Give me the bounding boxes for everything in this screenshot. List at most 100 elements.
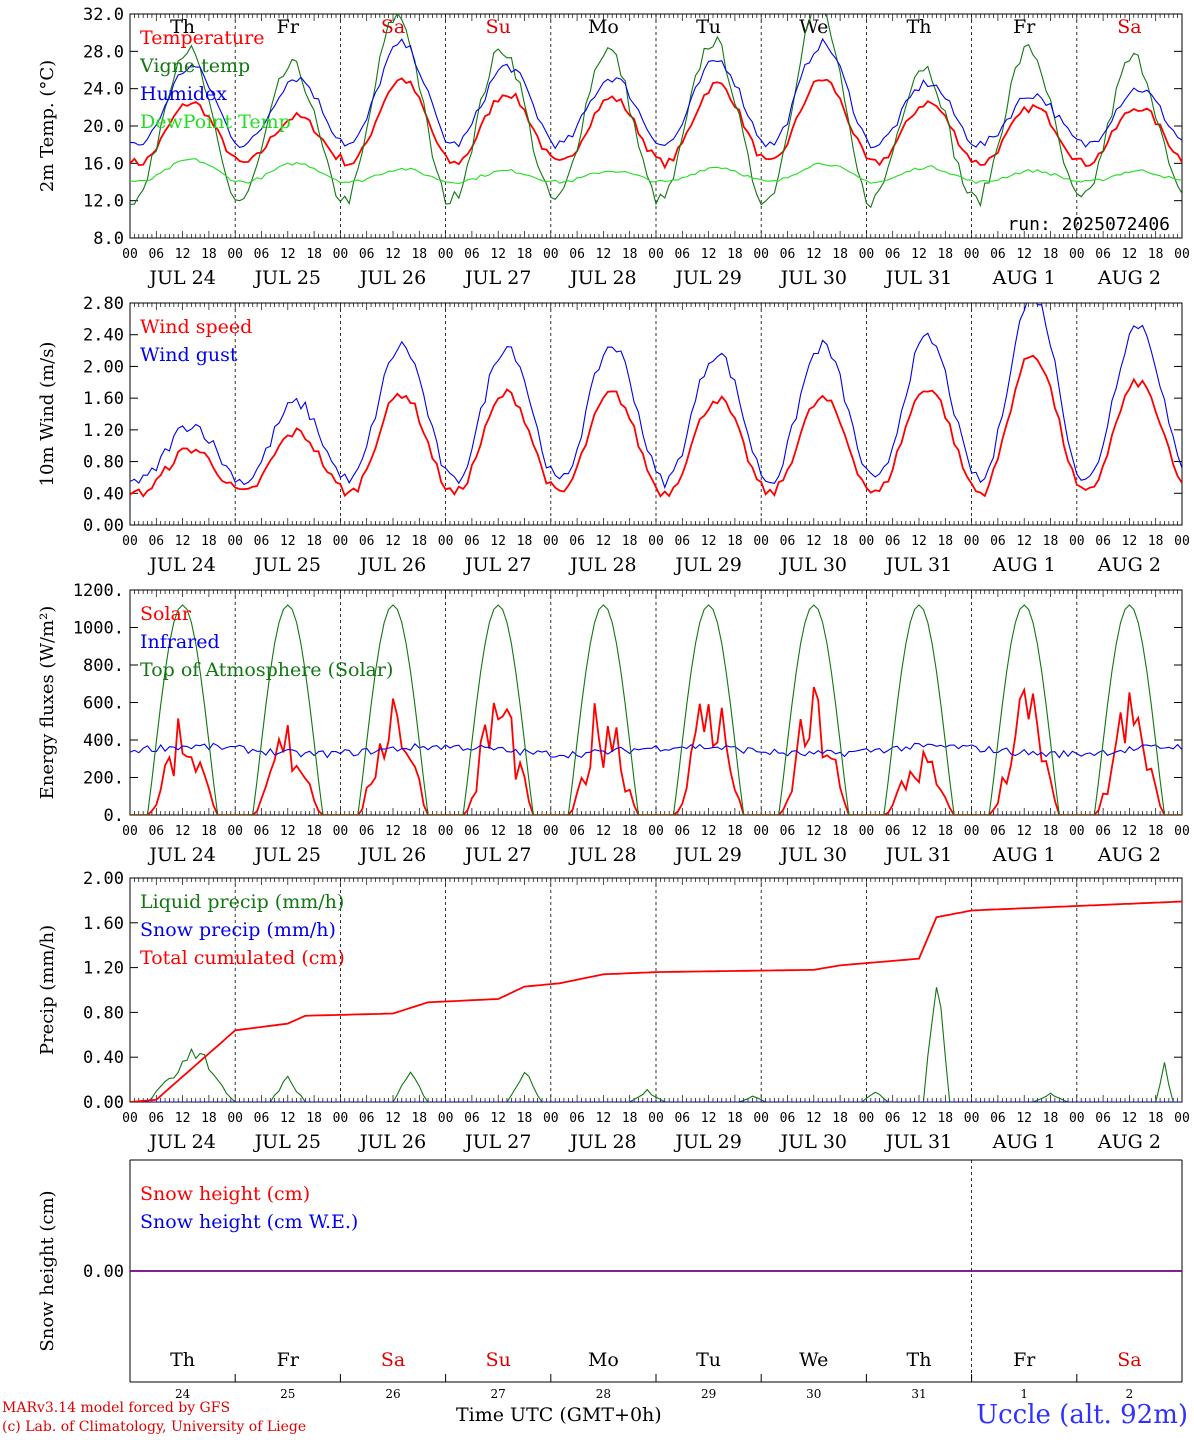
legend-entry: Vigne temp	[139, 55, 250, 77]
y-tick-label: 0.00	[83, 1093, 124, 1113]
date-label: JUL 30	[779, 554, 847, 576]
hour-label: 06	[674, 1111, 690, 1126]
hour-label: 12	[1122, 247, 1138, 262]
hour-label: 18	[1043, 1111, 1059, 1126]
y-tick-label: 0.00	[83, 1262, 124, 1282]
hour-label: 12	[280, 1111, 296, 1126]
date-label: JUL 25	[253, 554, 321, 576]
y-tick-label: 1200.	[73, 581, 124, 601]
hour-label: 06	[885, 824, 901, 839]
hour-label: 18	[832, 1111, 848, 1126]
hour-label: 18	[306, 247, 322, 262]
date-label: AUG 2	[1097, 1131, 1161, 1153]
hour-label: 00	[333, 824, 349, 839]
hour-label: 12	[175, 824, 191, 839]
hour-label: 18	[201, 534, 217, 549]
series-line-dewpoint-temp	[130, 158, 1182, 185]
date-label: JUL 24	[147, 1131, 215, 1153]
day-number-label: 26	[385, 1387, 400, 1401]
weekday-label: We	[799, 1349, 828, 1371]
hour-label: 12	[1122, 534, 1138, 549]
hour-label: 00	[438, 534, 454, 549]
hour-label: 12	[385, 247, 401, 262]
hour-label: 18	[1043, 534, 1059, 549]
hour-label: 12	[806, 534, 822, 549]
legend-entry: Total cumulated (cm)	[140, 947, 345, 969]
hour-label: 00	[543, 1111, 559, 1126]
hour-label: 00	[227, 247, 243, 262]
hour-label: 12	[175, 1111, 191, 1126]
date-label: AUG 2	[1097, 554, 1161, 576]
hour-label: 00	[1069, 247, 1085, 262]
hour-label: 12	[1122, 1111, 1138, 1126]
hour-label: 00	[1069, 534, 1085, 549]
hour-label: 00	[964, 534, 980, 549]
plot-frame-flux	[129, 589, 1183, 816]
series-line-temperature	[130, 77, 1182, 170]
day-number-label: 2	[1126, 1387, 1134, 1401]
hour-label: 12	[701, 247, 717, 262]
day-number-label: 29	[701, 1387, 716, 1401]
weekday-label: Th	[907, 1349, 932, 1371]
hour-label: 00	[859, 1111, 875, 1126]
hour-label: 12	[701, 1111, 717, 1126]
date-label: JUL 24	[147, 267, 215, 289]
hour-label: 06	[359, 247, 375, 262]
hour-label: 06	[569, 534, 585, 549]
legend-entry: Wind gust	[140, 344, 238, 366]
hour-label: 12	[490, 824, 506, 839]
weekday-label: Fr	[1013, 16, 1036, 38]
hour-label: 00	[859, 534, 875, 549]
hour-label: 12	[280, 534, 296, 549]
hour-label: 18	[201, 247, 217, 262]
y-tick-label: 32.0	[83, 5, 124, 25]
weekday-label: Th	[170, 1349, 195, 1371]
y-axis-label: Energy fluxes (W/m²)	[37, 606, 58, 800]
hour-label: 06	[885, 534, 901, 549]
y-tick-label: 0.80	[83, 1003, 124, 1023]
hour-label: 06	[674, 247, 690, 262]
y-tick-label: 16.0	[83, 154, 124, 174]
hour-label: 06	[254, 824, 270, 839]
y-tick-label: 1000.	[73, 619, 124, 639]
hour-label: 06	[885, 1111, 901, 1126]
panel-flux: 0. 200. 400. 600. 800. 1000. 1200. Energy fluxe…	[37, 581, 1190, 866]
legend-entry: Snow precip (mm/h)	[140, 919, 336, 941]
hour-label: 18	[727, 534, 743, 549]
hour-label: 06	[148, 247, 164, 262]
weekday-label: Su	[486, 16, 511, 38]
hour-label: 12	[701, 824, 717, 839]
hour-label: 06	[464, 824, 480, 839]
date-label: JUL 31	[884, 844, 952, 866]
hour-label: 18	[306, 534, 322, 549]
hour-label: 18	[937, 1111, 953, 1126]
hour-label: 18	[1043, 824, 1059, 839]
y-tick-label: 400.	[83, 731, 124, 751]
date-label: JUL 24	[147, 844, 215, 866]
weekday-label: Mo	[588, 1349, 619, 1371]
date-label: JUL 25	[253, 844, 321, 866]
panel-precip: 0.00 0.40 0.80 1.20 1.60 2.00 Precip (mm/h) 00 0…	[37, 869, 1190, 1153]
hour-label: 12	[280, 824, 296, 839]
hour-label: 12	[806, 1111, 822, 1126]
day-number-label: 30	[806, 1387, 821, 1401]
date-label: JUL 27	[463, 554, 531, 576]
hour-label: 18	[937, 824, 953, 839]
hour-label: 00	[122, 824, 138, 839]
hour-label: 00	[1069, 1111, 1085, 1126]
series-line-vigne-temp	[130, 14, 1182, 209]
y-tick-label: 12.0	[83, 192, 124, 212]
hour-label: 12	[385, 824, 401, 839]
hour-label: 00	[753, 534, 769, 549]
date-label: JUL 25	[253, 267, 321, 289]
hour-label: 00	[227, 824, 243, 839]
hour-label: 06	[990, 824, 1006, 839]
hour-label: 18	[622, 1111, 638, 1126]
y-tick-label: 2.40	[83, 326, 124, 346]
hour-label: 00	[648, 1111, 664, 1126]
hour-label: 12	[1016, 247, 1032, 262]
station-label: Uccle (alt. 92m)	[976, 1400, 1188, 1430]
date-label: JUL 25	[253, 1131, 321, 1153]
hour-label: 06	[359, 534, 375, 549]
